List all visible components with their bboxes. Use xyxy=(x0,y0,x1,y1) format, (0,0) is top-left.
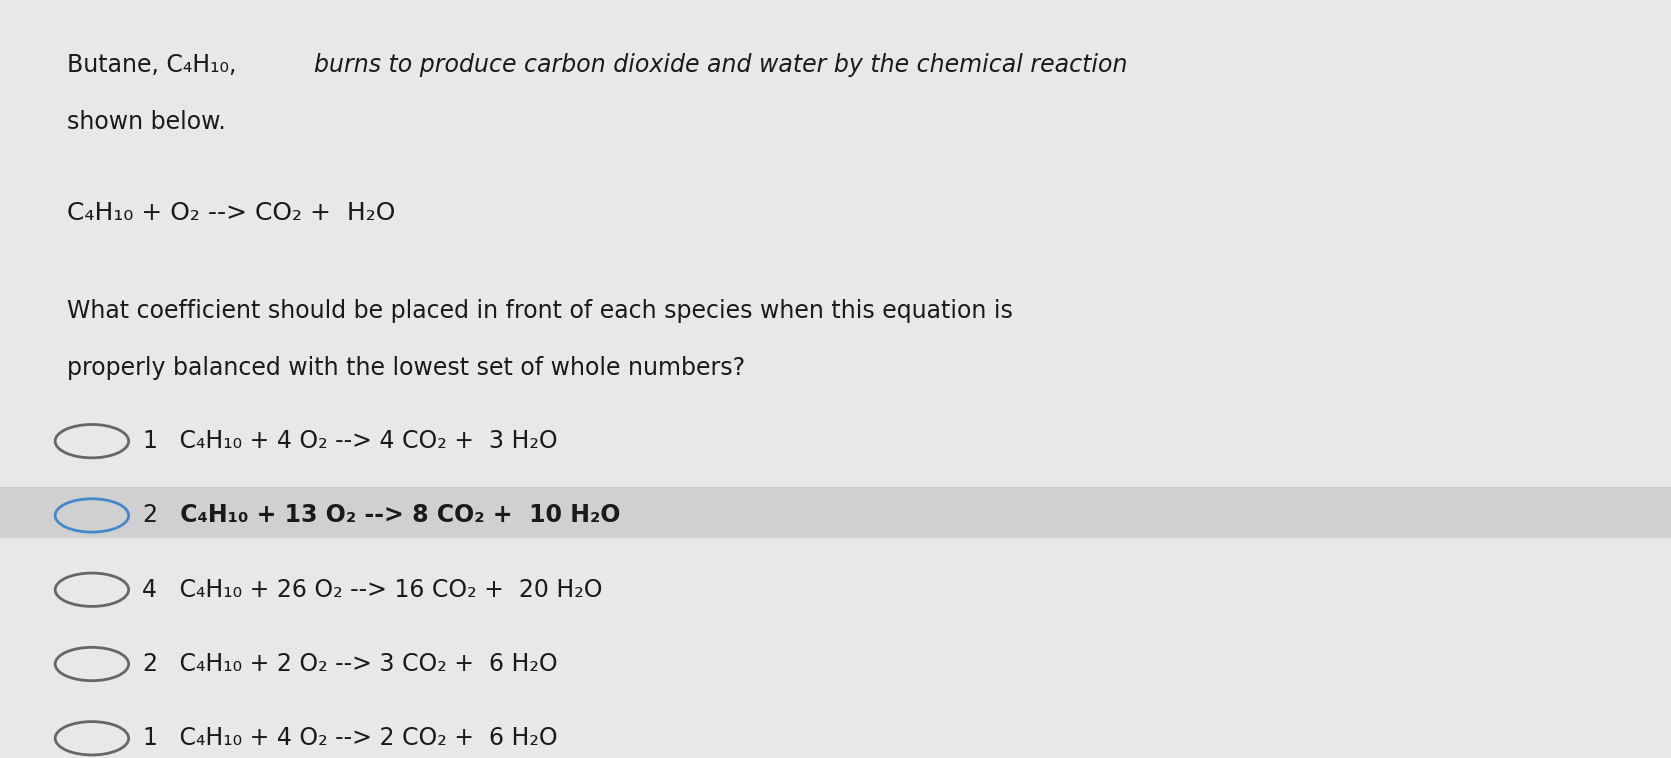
Text: C₄H₁₀ + 13 O₂ --> 8 CO₂ +  10 H₂O: C₄H₁₀ + 13 O₂ --> 8 CO₂ + 10 H₂O xyxy=(172,503,620,528)
Text: C₄H₁₀ + 2 O₂ --> 3 CO₂ +  6 H₂O: C₄H₁₀ + 2 O₂ --> 3 CO₂ + 6 H₂O xyxy=(172,652,558,676)
Text: properly balanced with the lowest set of whole numbers?: properly balanced with the lowest set of… xyxy=(67,356,745,381)
Text: 4: 4 xyxy=(142,578,157,602)
Text: burns to produce carbon dioxide and water by the chemical reaction: burns to produce carbon dioxide and wate… xyxy=(314,53,1128,77)
Text: 1: 1 xyxy=(142,726,157,750)
Text: 1: 1 xyxy=(142,429,157,453)
FancyBboxPatch shape xyxy=(0,487,1671,538)
Text: C₄H₁₀ + O₂ --> CO₂ +  H₂O: C₄H₁₀ + O₂ --> CO₂ + H₂O xyxy=(67,201,396,225)
Text: C₄H₁₀ + 26 O₂ --> 16 CO₂ +  20 H₂O: C₄H₁₀ + 26 O₂ --> 16 CO₂ + 20 H₂O xyxy=(172,578,603,602)
Text: What coefficient should be placed in front of each species when this equation is: What coefficient should be placed in fro… xyxy=(67,299,1013,324)
Text: Butane, C₄H₁₀,: Butane, C₄H₁₀, xyxy=(67,53,244,77)
Text: 2: 2 xyxy=(142,503,157,528)
Text: 2: 2 xyxy=(142,652,157,676)
Text: shown below.: shown below. xyxy=(67,110,226,134)
Text: C₄H₁₀ + 4 O₂ --> 4 CO₂ +  3 H₂O: C₄H₁₀ + 4 O₂ --> 4 CO₂ + 3 H₂O xyxy=(172,429,558,453)
Text: C₄H₁₀ + 4 O₂ --> 2 CO₂ +  6 H₂O: C₄H₁₀ + 4 O₂ --> 2 CO₂ + 6 H₂O xyxy=(172,726,558,750)
